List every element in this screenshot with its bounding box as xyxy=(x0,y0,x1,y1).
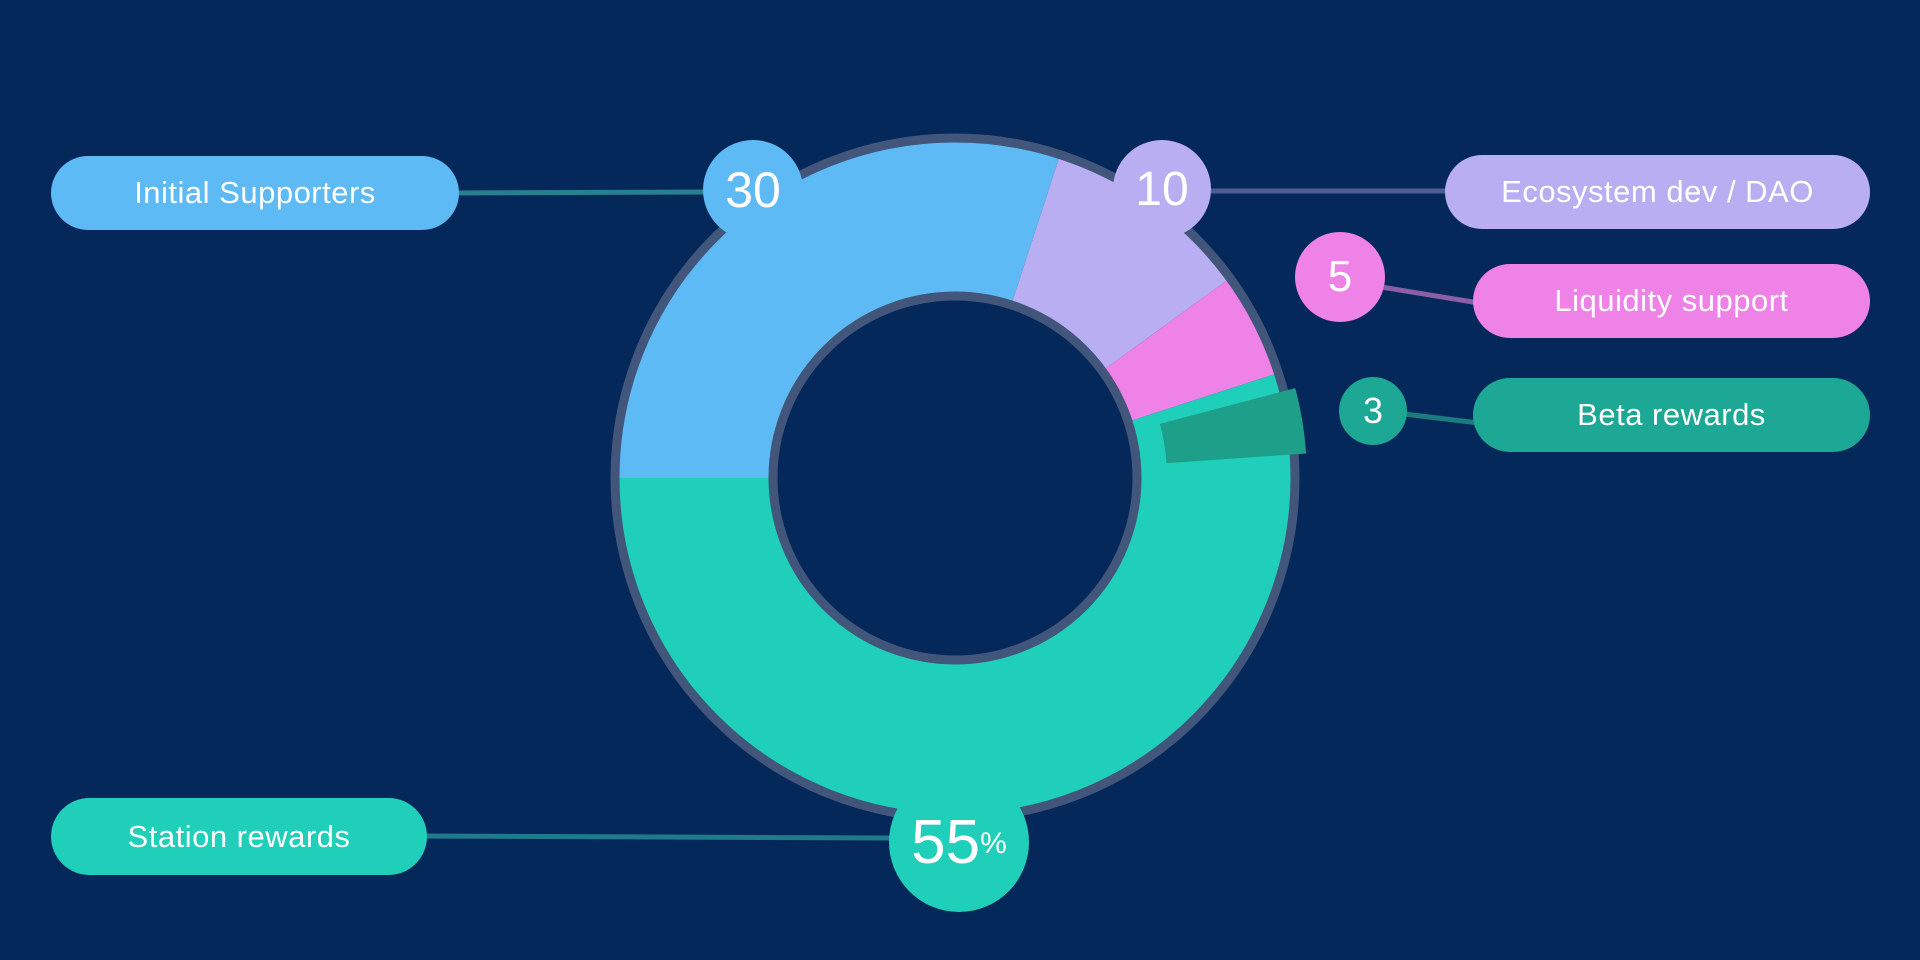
legend-label-ecosystem-dev-dao: Ecosystem dev / DAO xyxy=(1501,174,1814,209)
legend-pill-initial-supporters: Initial Supporters xyxy=(51,156,459,230)
value-badge-ecosystem-dev-dao: 10 xyxy=(1113,140,1211,238)
connector-line-0 xyxy=(451,189,707,196)
slice-station-rewards xyxy=(618,373,1292,815)
legend-label-station-rewards: Station rewards xyxy=(127,818,351,854)
legend-label-initial-supporters: Initial Supporters xyxy=(134,175,376,210)
value-beta-rewards: 3 xyxy=(1362,390,1384,431)
percent-sign: % xyxy=(980,827,1007,860)
donut-inner-border xyxy=(768,291,1142,665)
value-liquidity-support: 5 xyxy=(1327,252,1353,301)
legend-label-beta-rewards: Beta rewards xyxy=(1577,397,1766,432)
legend-pill-ecosystem-dev-dao: Ecosystem dev / DAO xyxy=(1445,155,1870,229)
legend-pill-beta-rewards: Beta rewards xyxy=(1473,378,1870,452)
connector-line-4 xyxy=(419,833,896,841)
value-station-rewards: 55 xyxy=(911,807,981,877)
value-badge-beta-rewards: 3 xyxy=(1339,377,1407,445)
slice-initial-supporters xyxy=(618,141,1060,478)
value-badge-initial-supporters: 30 xyxy=(703,140,803,240)
value-initial-supporters: 30 xyxy=(725,162,781,218)
slice-ecosystem-dev-dao xyxy=(1012,157,1228,370)
legend-pill-station-rewards: Station rewards xyxy=(51,798,427,875)
value-ecosystem-dev-dao: 10 xyxy=(1135,162,1189,216)
slice-exploded-beta-rewards xyxy=(1159,388,1307,464)
legend-label-liquidity-support: Liquidity support xyxy=(1554,283,1789,318)
connector-line-2 xyxy=(1380,284,1480,306)
value-badge-liquidity-support: 5 xyxy=(1295,232,1385,322)
connector-line-3 xyxy=(1403,411,1480,426)
legend-pill-liquidity-support: Liquidity support xyxy=(1473,264,1870,338)
slice-liquidity-support xyxy=(1104,279,1276,421)
value-badge-station-rewards: 55% xyxy=(889,772,1029,912)
